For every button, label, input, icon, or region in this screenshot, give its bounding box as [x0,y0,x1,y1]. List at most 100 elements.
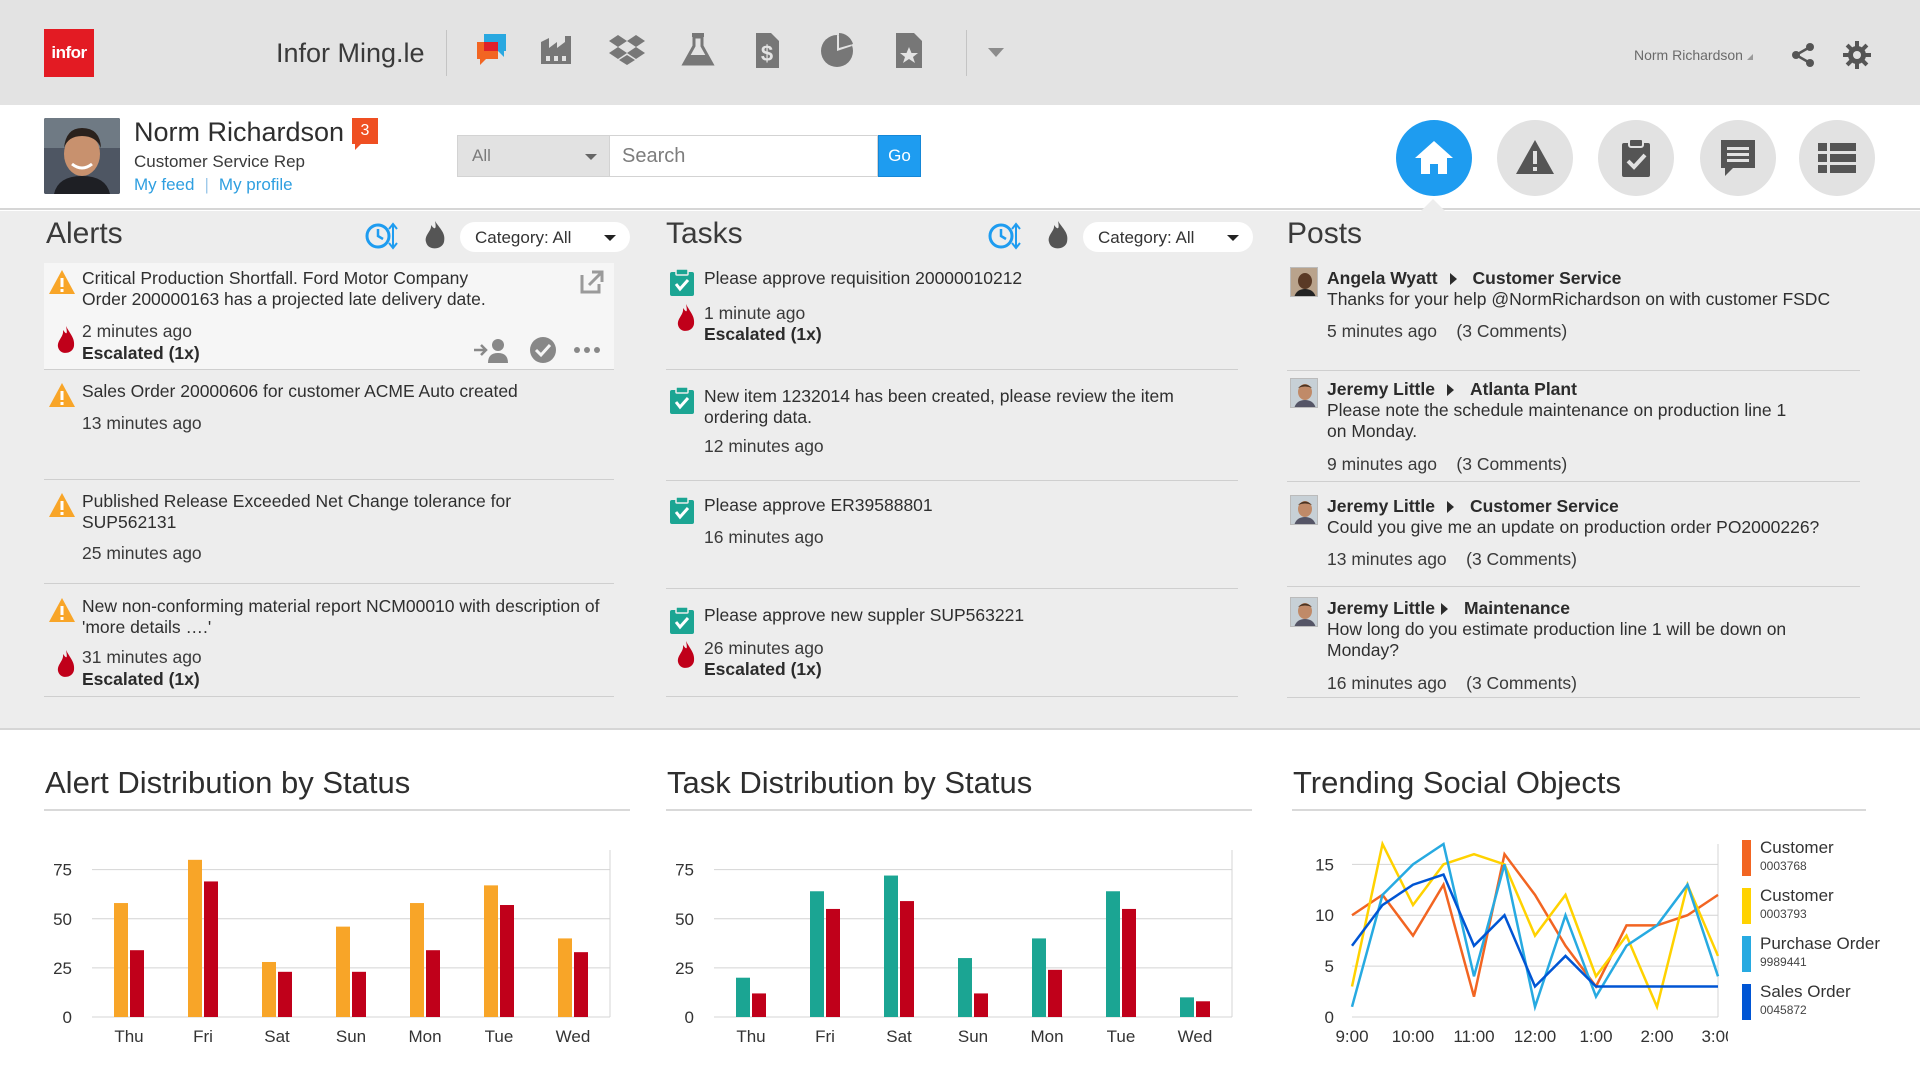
complete-check-icon[interactable] [528,335,558,365]
post-comments-link[interactable]: (3 Comments) [1456,454,1568,474]
x-tick-label: 2:00 [1640,1027,1673,1046]
more-options-icon[interactable] [572,335,602,365]
warning-icon [49,383,75,407]
task-text: New item 1232014 has been created, pleas… [704,386,1174,427]
my-profile-link[interactable]: My profile [218,175,293,194]
alert-distribution-chart: 0 25 50 75 Thu Fri Sat Sun Mon Tue Wed [53,850,611,1046]
priority-flame-icon[interactable] [418,219,452,253]
arrow-right-icon [1440,602,1448,615]
alert-item[interactable]: Sales Order 20000606 for customer ACME A… [44,376,614,480]
y-tick-label: 50 [675,910,694,929]
y-tick-label: 75 [675,861,694,880]
x-tick-label: 1:00 [1579,1027,1612,1046]
post-group[interactable]: Maintenance [1463,598,1570,618]
lab-flask-app-icon[interactable] [676,28,720,72]
tasks-category-select[interactable]: Category: All [1083,222,1253,252]
more-apps-caret[interactable] [988,48,1004,57]
user-avatar[interactable] [44,118,120,194]
task-item[interactable]: New item 1232014 has been created, pleas… [666,381,1238,481]
sort-by-time-icon[interactable] [365,219,399,253]
gear-icon[interactable] [1842,40,1872,70]
post-group[interactable]: Customer Service [1469,496,1619,516]
bar [278,971,292,1017]
analytics-pie-app-icon[interactable] [815,28,859,72]
message-icon [1721,140,1755,176]
post-group[interactable]: Atlanta Plant [1469,379,1577,399]
post-comments-link[interactable]: (3 Comments) [1466,673,1577,693]
dropbox-app-icon[interactable] [605,28,649,72]
task-item[interactable]: Please approve ER39588801 16 minutes ago [666,491,1238,589]
alert-text: Critical Production Shortfall. Ford Moto… [82,268,486,309]
post-author[interactable]: Jeremy Little [1327,379,1435,399]
search-bar: All Go [457,135,921,177]
post-comments-link[interactable]: (3 Comments) [1456,321,1568,341]
post-header: Jeremy Little Maintenance [1327,598,1570,619]
chevron-down-icon [1227,235,1239,241]
priority-flame-icon[interactable] [1041,219,1075,253]
post-comments-link[interactable]: (3 Comments) [1466,549,1577,569]
finance-dollar-app-icon[interactable]: $ [745,28,789,72]
sort-by-time-icon[interactable] [988,219,1022,253]
post-author-avatar[interactable] [1290,597,1318,627]
bar [736,977,750,1017]
bar [1122,908,1136,1017]
post-text: How long do you estimate production line… [1327,619,1787,660]
post-author-avatar[interactable] [1290,378,1318,408]
nav-list-button[interactable] [1799,120,1875,196]
post-group[interactable]: Customer Service [1472,268,1622,288]
infor-logo[interactable]: infor [44,29,94,77]
chevron-down-icon [585,154,597,160]
task-item[interactable]: Please approve requisition 20000010212 1… [666,263,1238,370]
post-author[interactable]: Jeremy Little [1327,496,1435,516]
post-author-avatar[interactable] [1290,495,1318,525]
post-header: Jeremy Little Atlanta Plant [1327,379,1577,400]
reassign-user-icon[interactable] [472,335,512,365]
document-star-app-icon[interactable] [887,28,931,72]
nav-alerts-button[interactable] [1497,120,1573,196]
post-author[interactable]: Jeremy Little [1327,598,1435,618]
bar [958,958,972,1017]
search-go-button[interactable]: Go [878,135,921,177]
app-title: Infor Ming.le [276,38,425,68]
post-author[interactable]: Angela Wyatt [1327,268,1438,288]
clipboard-check-icon [1622,138,1650,177]
share-icon[interactable] [1788,40,1818,70]
bar [484,885,498,1017]
x-tick-label: Sun [336,1027,366,1046]
alert-item[interactable]: Published Release Exceeded Net Change to… [44,486,614,584]
nav-posts-button[interactable] [1700,120,1776,196]
nav-active-pointer [1421,199,1445,211]
alert-item[interactable]: Critical Production Shortfall. Ford Moto… [44,263,614,370]
open-external-icon[interactable] [579,269,605,295]
bar [974,993,988,1017]
post-item[interactable]: Jeremy Little Maintenance How long do you… [1287,591,1860,698]
task-clipboard-icon [670,386,694,414]
nav-home-button[interactable] [1396,120,1472,196]
top-bar: infor Infor Ming.le $ Norm Richardson [0,0,1920,105]
chat-app-icon[interactable] [470,28,514,72]
post-item[interactable]: Angela Wyatt Customer Service Thanks for … [1287,263,1860,371]
legend-swatch [1742,936,1751,972]
alert-time: 25 minutes ago [82,543,202,563]
my-feed-link[interactable]: My feed [134,175,195,194]
alert-text: Sales Order 20000606 for customer ACME A… [82,381,518,401]
factory-app-icon[interactable] [535,28,579,72]
nav-tasks-button[interactable] [1598,120,1674,196]
post-item[interactable]: Jeremy Little Customer Service Could you … [1287,491,1860,587]
alerts-category-select[interactable]: Category: All [460,222,630,252]
task-text: Please approve ER39588801 [704,495,933,515]
x-tick-label: Sun [958,1027,988,1046]
y-tick-label: 15 [1315,855,1334,874]
x-tick-label: Thu [114,1027,143,1046]
x-tick-label: Wed [1178,1027,1213,1046]
warning-icon [49,598,75,622]
alert-item[interactable]: New non-conforming material report NCM00… [44,591,614,697]
post-author-avatar[interactable] [1290,267,1318,297]
search-scope-select[interactable]: All [457,135,610,177]
user-menu[interactable]: Norm Richardson [1634,47,1753,63]
notification-badge[interactable]: 3 [352,118,378,150]
search-input[interactable] [610,135,878,177]
task-item[interactable]: Please approve new suppler SUP563221 26 … [666,601,1238,697]
post-item[interactable]: Jeremy Little Atlanta Plant Please note t… [1287,374,1860,482]
post-time-value: 9 minutes ago [1327,454,1437,474]
